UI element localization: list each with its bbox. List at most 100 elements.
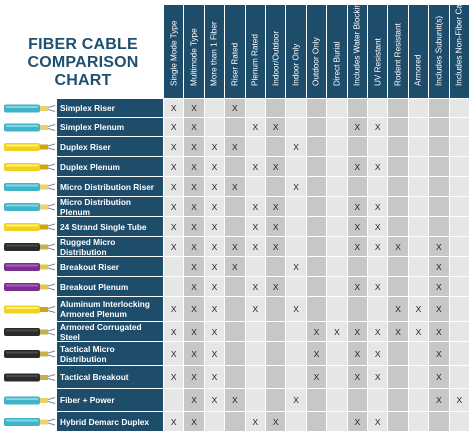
cable-thumbnail [4, 367, 56, 388]
feature-cell [286, 412, 307, 432]
feature-cell: X [245, 297, 266, 322]
feature-cell [388, 197, 409, 217]
column-header-label: Includes Subunit(s) [434, 15, 444, 86]
feature-cell: X [368, 342, 389, 366]
feature-cell: X [286, 389, 307, 412]
column-header-label: Single Mode Type [169, 20, 179, 86]
column-header: Includes Non-Fiber Cable [449, 0, 470, 98]
feature-cell [347, 137, 368, 157]
feature-cell [408, 177, 430, 197]
feature-cell [225, 412, 246, 432]
feature-cell [408, 389, 430, 412]
cable-purple-icon [4, 283, 56, 291]
feature-cell: X [368, 197, 389, 217]
column-header: Includes Water Blocking [347, 0, 368, 98]
feature-cell: X [306, 342, 328, 366]
feature-cell [327, 297, 348, 322]
feature-cell [388, 118, 409, 137]
feature-cell [408, 366, 430, 389]
feature-cell: X [184, 342, 205, 366]
feature-cell: X [327, 322, 348, 342]
cable-yellow-icon [4, 223, 56, 231]
feature-cell: X [184, 99, 205, 118]
cable-type-label: Breakout Riser [57, 257, 163, 276]
cable-type-label: Micro Distribution Plenum [57, 197, 163, 217]
feature-cell [449, 157, 470, 177]
column-header: Plenum Rated [245, 5, 266, 98]
feature-cell [408, 237, 430, 257]
feature-cell: X [266, 237, 287, 257]
feature-cell [449, 297, 470, 322]
cable-thumbnail [4, 238, 56, 256]
feature-cell: X [408, 297, 430, 322]
cable-thumbnail [4, 258, 56, 276]
feature-cell: X [164, 322, 185, 342]
feature-cell [266, 177, 287, 197]
feature-cell: X [245, 412, 266, 432]
feature-cell: X [286, 177, 307, 197]
feature-cell: X [184, 157, 205, 177]
feature-cell: X [347, 412, 368, 432]
cable-teal-icon [4, 203, 56, 211]
feature-cell [245, 137, 266, 157]
feature-cell: X [368, 118, 389, 137]
feature-cell [306, 157, 328, 177]
feature-cell [164, 277, 185, 297]
feature-cell: X [266, 277, 287, 297]
column-header: Riser Rated [225, 5, 246, 98]
cable-type-label: Tactical Breakout [57, 366, 163, 388]
feature-cell: X [204, 177, 226, 197]
feature-cell: X [184, 177, 205, 197]
feature-cell [347, 257, 368, 277]
feature-cell: X [184, 322, 205, 342]
feature-cell: X [164, 197, 185, 217]
feature-cell [429, 412, 450, 432]
feature-cell [388, 389, 409, 412]
feature-cell: X [245, 217, 266, 237]
feature-cell: X [204, 366, 226, 389]
feature-cell: X [204, 237, 226, 257]
feature-cell [388, 99, 409, 118]
feature-cell [449, 197, 470, 217]
feature-cell: X [347, 277, 368, 297]
feature-cell [388, 257, 409, 277]
feature-cell [225, 118, 246, 137]
feature-cell: X [429, 237, 450, 257]
feature-cell [388, 157, 409, 177]
feature-cell: X [368, 277, 389, 297]
feature-cell [388, 366, 409, 389]
column-header: Outdoor Only [306, 5, 328, 98]
column-header: More than 1 Fiber [204, 5, 226, 98]
chart-title-line-1: FIBER CABLE [28, 36, 138, 53]
feature-cell: X [204, 342, 226, 366]
feature-cell [286, 217, 307, 237]
feature-cell [449, 217, 470, 237]
cable-type-label: 24 Strand Single Tube [57, 217, 163, 236]
feature-cell: X [368, 366, 389, 389]
feature-cell: X [245, 157, 266, 177]
feature-cell: X [245, 277, 266, 297]
feature-cell: X [225, 177, 246, 197]
column-header: Multimode Type [184, 5, 205, 98]
feature-cell: X [164, 118, 185, 137]
feature-cell [327, 342, 348, 366]
column-header-label: Multimode Type [189, 28, 199, 86]
feature-cell: X [347, 366, 368, 389]
feature-cell: X [286, 137, 307, 157]
cable-black-icon [4, 243, 56, 251]
feature-cell [286, 277, 307, 297]
feature-cell [408, 118, 430, 137]
feature-cell [245, 366, 266, 389]
column-header: Indoor Only [286, 5, 307, 98]
feature-cell [449, 342, 470, 366]
feature-cell [408, 342, 430, 366]
feature-cell [204, 412, 226, 432]
feature-cell [286, 366, 307, 389]
column-header: Armored [408, 5, 430, 98]
feature-cell: X [429, 297, 450, 322]
column-header-label: Includes Non-Fiber Cable [454, 0, 464, 86]
feature-cell [266, 342, 287, 366]
feature-cell: X [429, 322, 450, 342]
feature-cell: X [164, 297, 185, 322]
